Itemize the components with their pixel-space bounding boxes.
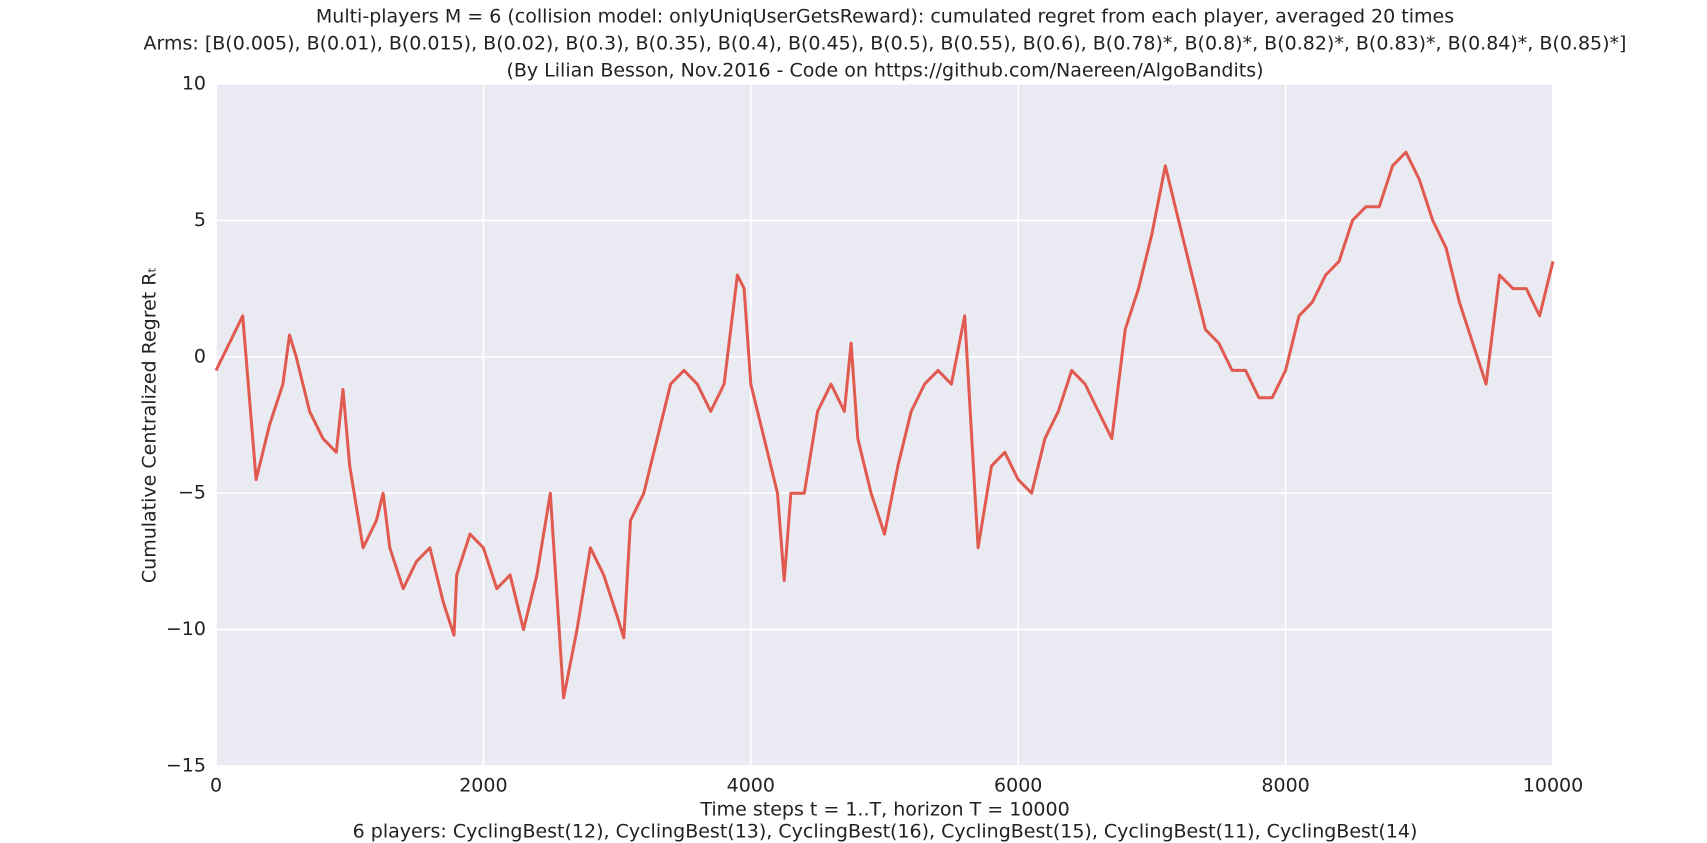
y-tick-label: −15 — [166, 755, 206, 777]
plot-area — [216, 84, 1553, 766]
y-tick-label: 0 — [194, 345, 206, 367]
x-tick-label: 0 — [210, 775, 222, 797]
y-tick-label: 10 — [182, 73, 206, 95]
x-tick-label: 8000 — [1261, 775, 1309, 797]
line-series — [214, 150, 1555, 700]
x-tick-label: 4000 — [727, 775, 775, 797]
y-tick-label: 5 — [194, 209, 206, 231]
x-axis-label-2: 6 players: CyclingBest(12), CyclingBest(… — [353, 821, 1418, 843]
annotation: (By Lilian Besson, Nov.2016 - Code on ht… — [506, 60, 1263, 82]
y-axis-label: Cumulative Centralized Regret Rₜ — [139, 267, 161, 583]
y-tick-label: −5 — [178, 482, 206, 504]
x-tick-label: 2000 — [459, 775, 507, 797]
x-axis-label: Time steps t = 1..T, horizon T = 10000 — [699, 799, 1069, 821]
x-tick-label: 10000 — [1523, 775, 1583, 797]
chart-subtitle: Arms: [B(0.005), B(0.01), B(0.015), B(0.… — [144, 33, 1627, 55]
x-tick-label: 6000 — [994, 775, 1042, 797]
chart-title: Multi-players M = 6 (collision model: on… — [316, 6, 1454, 28]
y-tick-label: −10 — [166, 618, 206, 640]
